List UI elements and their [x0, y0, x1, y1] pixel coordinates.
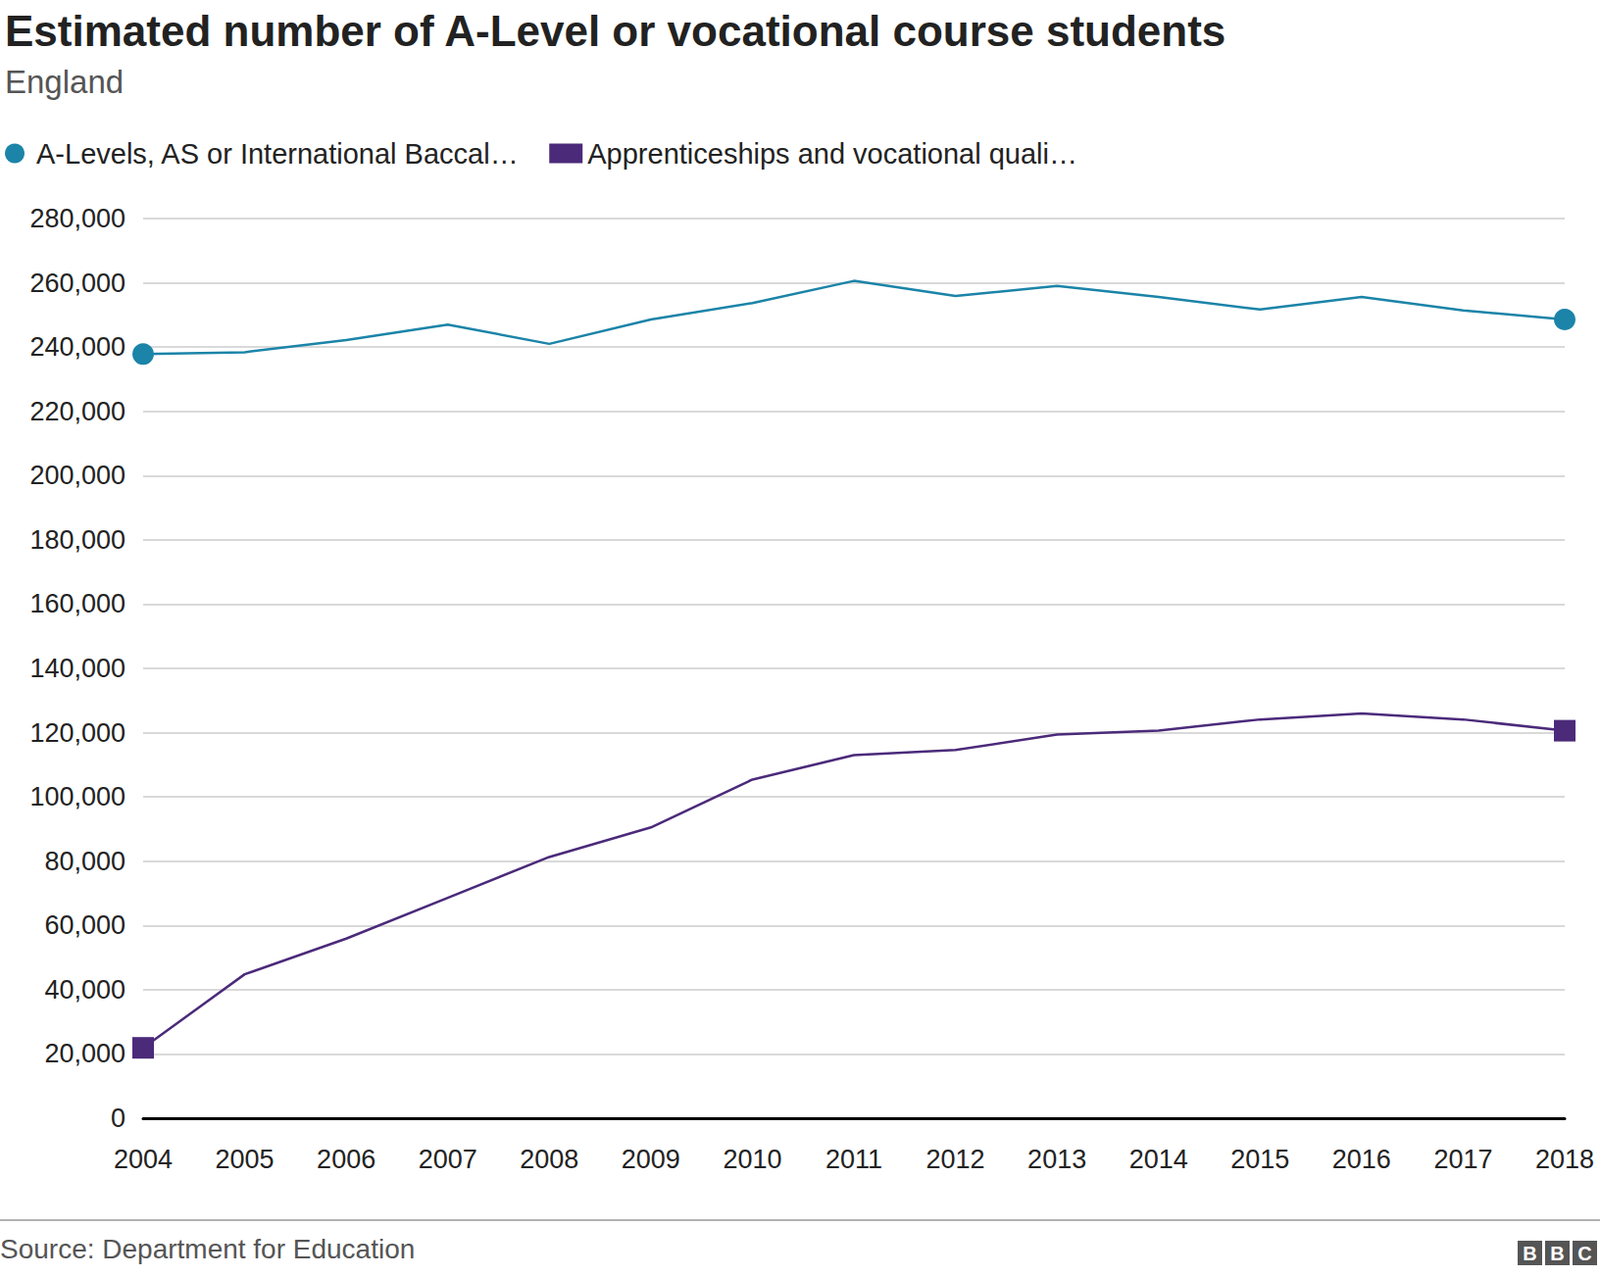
- svg-text:Apprenticeships and vocational: Apprenticeships and vocational quali…: [587, 138, 1078, 170]
- svg-text:2017: 2017: [1433, 1145, 1493, 1175]
- svg-text:2004: 2004: [113, 1145, 173, 1175]
- svg-text:2010: 2010: [722, 1145, 782, 1175]
- svg-text:Estimated number of A-Level or: Estimated number of A-Level or vocationa…: [4, 6, 1226, 55]
- svg-text:160,000: 160,000: [29, 589, 126, 619]
- svg-text:B: B: [1522, 1243, 1537, 1265]
- svg-text:2007: 2007: [418, 1145, 478, 1175]
- svg-text:260,000: 260,000: [29, 268, 126, 299]
- svg-text:240,000: 240,000: [29, 332, 126, 362]
- svg-text:Source: Department for Educati: Source: Department for Education: [0, 1234, 415, 1265]
- svg-text:2016: 2016: [1332, 1145, 1392, 1175]
- svg-text:20,000: 20,000: [44, 1039, 126, 1069]
- svg-text:England: England: [4, 63, 124, 100]
- svg-text:2012: 2012: [926, 1145, 986, 1175]
- svg-text:180,000: 180,000: [29, 525, 126, 555]
- svg-text:200,000: 200,000: [29, 460, 126, 491]
- svg-text:60,000: 60,000: [44, 910, 126, 941]
- svg-text:2013: 2013: [1027, 1145, 1087, 1175]
- svg-text:140,000: 140,000: [29, 653, 126, 684]
- svg-text:80,000: 80,000: [44, 847, 126, 877]
- svg-text:0: 0: [110, 1103, 126, 1134]
- svg-text:2014: 2014: [1129, 1145, 1189, 1175]
- svg-text:280,000: 280,000: [29, 203, 126, 234]
- svg-text:2005: 2005: [215, 1145, 275, 1175]
- svg-text:A-Levels, AS or International: A-Levels, AS or International Baccal…: [36, 138, 519, 170]
- svg-text:C: C: [1577, 1243, 1592, 1265]
- svg-text:40,000: 40,000: [44, 975, 126, 1005]
- svg-text:2018: 2018: [1535, 1145, 1595, 1175]
- svg-text:2011: 2011: [825, 1145, 883, 1175]
- svg-text:2006: 2006: [316, 1145, 376, 1175]
- svg-text:2008: 2008: [519, 1145, 579, 1175]
- svg-text:120,000: 120,000: [29, 718, 126, 749]
- svg-text:2015: 2015: [1230, 1145, 1290, 1175]
- svg-text:100,000: 100,000: [29, 782, 126, 812]
- svg-text:2009: 2009: [621, 1145, 681, 1175]
- svg-text:B: B: [1550, 1243, 1564, 1265]
- svg-text:220,000: 220,000: [29, 397, 126, 427]
